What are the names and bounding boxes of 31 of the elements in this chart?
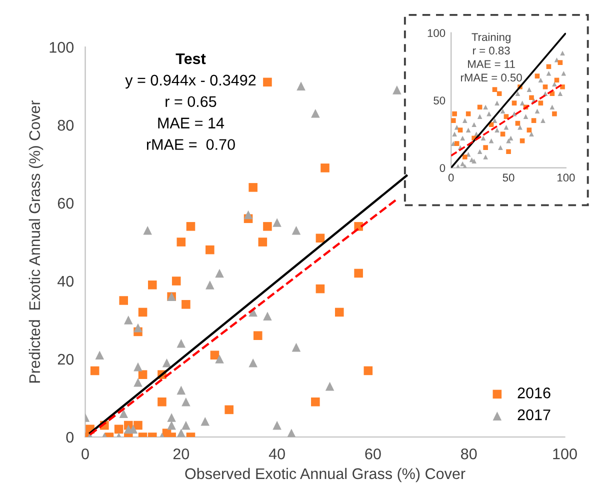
y-axis-title: Predicted Exotic Annual Grass (%) Cover: [28, 100, 44, 383]
y-tick-label: 0: [66, 432, 74, 443]
y-tick-label: 100: [50, 42, 74, 53]
x-axis-title: Observed Exotic Annual Grass (%) Cover: [185, 468, 466, 482]
x-tick-label: 0: [448, 174, 454, 182]
y-tick-label: 80: [58, 120, 74, 131]
y-tick-label: 20: [58, 354, 74, 365]
y-tick-label: 0: [440, 164, 446, 172]
y-tick-label: 60: [58, 198, 74, 209]
x-tick-label: 40: [268, 448, 285, 460]
x-tick-label: 100: [553, 448, 577, 460]
x-tick-label: 60: [365, 448, 381, 460]
x-tick-label: 0: [82, 448, 89, 460]
x-tick-label: 80: [461, 448, 477, 460]
y-tick-label: 100: [428, 29, 446, 38]
annotation: y = 0.944x - 0.3492: [125, 74, 256, 89]
annotation: r = 0.83: [473, 46, 510, 55]
annotation: MAE = 11: [468, 60, 515, 68]
chart-title: Training: [472, 32, 510, 44]
annotation: Test: [176, 53, 206, 64]
annotation: r = 0.65: [166, 96, 216, 108]
x-tick-label: 100: [558, 174, 575, 182]
x-tick-label: 20: [173, 448, 190, 460]
x-tick-label: 50: [502, 174, 514, 182]
legend-label: 2016: [518, 388, 550, 398]
y-tick-label: 40: [57, 276, 74, 287]
y-tick-label: 50: [434, 96, 446, 104]
annotation: rMAE = 0.50: [461, 74, 522, 82]
annotation: MAE = 14: [158, 118, 224, 128]
annotation: rMAE = 0.70: [146, 139, 235, 150]
legend-label: 2017: [518, 409, 550, 420]
